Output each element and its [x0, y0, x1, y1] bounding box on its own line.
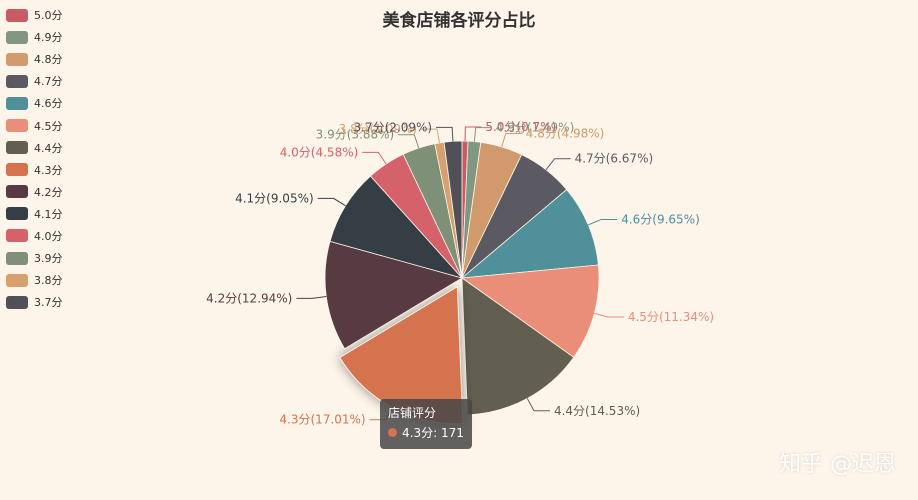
chart-title: 美食店铺各评分占比	[382, 11, 536, 31]
legend-swatch	[6, 163, 28, 177]
legend-label: 4.7分	[34, 75, 63, 89]
slice-label: 3.7分(2.09%)	[354, 120, 433, 134]
slice-label: 4.6分(9.65%)	[621, 212, 700, 226]
legend-swatch	[6, 273, 28, 287]
legend-item[interactable]: 4.6分	[6, 92, 63, 114]
label-leader-line	[421, 128, 440, 143]
legend-swatch	[6, 74, 28, 88]
label-leader-line	[594, 312, 624, 318]
legend-swatch	[6, 96, 28, 110]
label-leader-line	[501, 132, 522, 148]
legend-item[interactable]: 4.8分	[6, 48, 63, 70]
label-leader-line	[473, 127, 492, 142]
legend-label: 4.4分	[34, 141, 63, 155]
legend-swatch	[6, 119, 28, 133]
slice-label: 4.1分(9.05%)	[235, 191, 314, 205]
label-leader-line	[545, 158, 571, 171]
tooltip-item-label: 4.3分	[402, 426, 434, 440]
slice-label: 4.4分(14.53%)	[554, 404, 640, 418]
pie-slice[interactable]	[460, 189, 599, 279]
legend-label: 4.0分	[34, 229, 63, 243]
legend-swatch	[6, 251, 28, 265]
slice-label: 4.5分(11.34%)	[628, 310, 714, 324]
legend-swatch	[6, 185, 28, 199]
legend-label: 4.6分	[34, 97, 63, 111]
chart-tooltip: 店铺评分 4.3分: 171	[380, 399, 472, 449]
tooltip-color-dot	[388, 428, 397, 437]
slice-label: 5.0分(0.7%)	[485, 120, 556, 134]
legend-label: 4.9分	[34, 31, 63, 45]
slice-label: 4.8分(4.98%)	[526, 126, 605, 140]
slice-label: 4.7分(6.67%)	[575, 152, 654, 166]
label-leader-line	[464, 126, 482, 142]
legend-label: 4.5分	[34, 119, 63, 133]
slice-label: 3.8分(1.09%)	[339, 122, 418, 136]
slice-label: 4.2分(12.94%)	[206, 291, 292, 305]
label-leader-line	[296, 296, 327, 299]
legend-swatch	[6, 229, 28, 243]
legend-item[interactable]: 4.9分	[6, 26, 63, 48]
legend-item[interactable]: 5.0分	[6, 4, 63, 26]
legend-label: 4.3分	[34, 163, 63, 177]
tooltip-item: 4.3分: 171	[388, 423, 464, 443]
watermark-text: 知乎 @迟恩	[779, 452, 896, 477]
legend-swatch	[6, 30, 28, 44]
label-leader-line	[526, 398, 550, 412]
chart-legend: 5.0分 4.9分 4.8分 4.7分 4.6分 4.5分 4.4分 4.3分 4.2分 4.1分…	[6, 4, 63, 313]
legend-swatch	[6, 52, 28, 66]
legend-item[interactable]: 3.8分	[6, 269, 63, 291]
label-leader-line	[398, 134, 420, 149]
legend-label: 3.7分	[34, 296, 63, 310]
legend-label: 3.9分	[34, 252, 63, 266]
pie-slice[interactable]	[460, 264, 600, 358]
pie-slice[interactable]	[461, 277, 575, 416]
slice-label: 3.9分(3.88%)	[316, 128, 395, 142]
tooltip-series-name: 店铺评分	[388, 406, 437, 420]
label-leader-line	[436, 126, 454, 142]
legend-label: 3.8分	[34, 274, 63, 288]
legend-item[interactable]: 4.0分	[6, 225, 63, 247]
slice-label: 4.3分(17.01%)	[279, 413, 365, 427]
legend-item[interactable]: 4.2分	[6, 181, 63, 203]
legend-item[interactable]: 4.7分	[6, 70, 63, 92]
legend-swatch	[6, 141, 28, 155]
label-leader-line	[588, 218, 618, 226]
legend-label: 5.0分	[34, 9, 63, 23]
legend-item[interactable]: 4.5分	[6, 114, 63, 136]
slice-label: 4.0分(4.58%)	[280, 145, 359, 159]
slice-label: 4.9分(1.49%)	[496, 121, 575, 135]
pie-slice[interactable]	[443, 140, 463, 279]
legend-label: 4.8分	[34, 53, 63, 67]
legend-item[interactable]: 3.9分	[6, 247, 63, 269]
legend-item[interactable]: 4.1分	[6, 203, 63, 225]
legend-label: 4.1分	[34, 207, 63, 221]
label-leader-line	[362, 151, 387, 165]
legend-item[interactable]: 4.3分	[6, 159, 63, 181]
legend-swatch	[6, 295, 28, 309]
legend-item[interactable]: 3.7分	[6, 291, 63, 313]
legend-swatch	[6, 8, 28, 22]
legend-item[interactable]: 4.4分	[6, 137, 63, 159]
tooltip-value: 171	[440, 426, 464, 440]
legend-swatch	[6, 207, 28, 221]
legend-label: 4.2分	[34, 185, 63, 199]
label-leader-line	[317, 197, 346, 207]
